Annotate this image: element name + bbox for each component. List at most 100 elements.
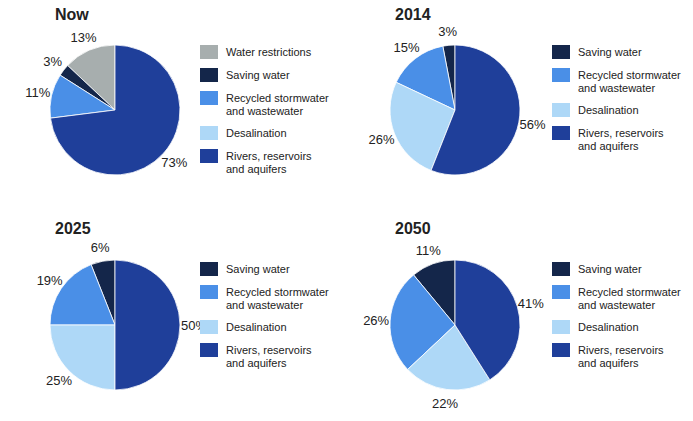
data-label: 26% xyxy=(369,132,395,147)
legend-swatch xyxy=(552,320,570,334)
legend-swatch xyxy=(552,262,570,276)
slices xyxy=(390,45,520,175)
pie-chart: 2014 3% 15% 26% 56% Saving water Recycled stor… xyxy=(369,6,682,175)
data-label: 3% xyxy=(438,24,457,39)
legend-label-line: Water restrictions xyxy=(226,46,312,58)
legend: Water restrictions Saving water Recycled s… xyxy=(200,45,329,175)
legend-label-line: Saving water xyxy=(578,46,642,58)
legend-label: Desalination xyxy=(226,127,287,139)
pie-chart: 2050 11%26%22%41% Saving water Recycled sto… xyxy=(363,220,681,411)
data-label: 11% xyxy=(25,85,50,100)
data-label: 41% xyxy=(518,296,544,311)
chart-title: 2014 xyxy=(395,6,431,23)
legend-label-line: and wastewater xyxy=(226,105,303,117)
legend-item: Rivers, reservoirsand aquifers xyxy=(200,343,312,369)
legend-item: Desalination xyxy=(200,320,287,334)
legend-label-line: Desalination xyxy=(226,127,287,139)
legend-label-line: and wastewater xyxy=(578,82,655,94)
data-label: 11% xyxy=(416,243,441,258)
legend-item: Recycled stormwaterand wastewater xyxy=(200,91,329,117)
chart-title: 2050 xyxy=(395,220,431,237)
legend-label: Recycled stormwaterand wastewater xyxy=(226,286,329,311)
pie-chart: 20256%19%25%50%Saving waterRecycled stor… xyxy=(37,220,329,390)
legend-label-line: and wastewater xyxy=(226,299,303,311)
legend-swatch xyxy=(200,45,218,59)
legend: Saving water Recycled stormwaterand waste… xyxy=(552,45,681,152)
legend-label-line: Rivers, reservoirs xyxy=(578,344,664,356)
legend-item: Water restrictions xyxy=(200,45,312,59)
legend-label-line: Recycled stormwater xyxy=(226,286,329,298)
legend-label: Rivers, reservoirsand aquifers xyxy=(226,150,312,175)
legend-label-line: Saving water xyxy=(578,263,642,275)
legend-item: Saving water xyxy=(200,68,290,82)
legend-label: Recycled stormwaterand wastewater xyxy=(226,92,329,117)
legend-label: Desalination xyxy=(226,321,287,333)
pie-chart: Now 13% 3% 11% 73% Water restrictions Saving w… xyxy=(25,6,329,175)
data-label: 56% xyxy=(520,117,546,132)
legend-label-line: and aquifers xyxy=(226,357,287,369)
data-labels: 11%26%22%41% xyxy=(363,243,544,411)
legend-label-line: Rivers, reservoirs xyxy=(226,150,312,162)
legend-swatch xyxy=(200,285,218,299)
pie-slice xyxy=(431,45,520,175)
legend-item: Rivers, reservoirsand aquifers xyxy=(552,126,664,152)
legend-swatch xyxy=(200,91,218,105)
pie-slice xyxy=(455,260,520,380)
legend-label: Recycled stormwaterand wastewater xyxy=(578,69,681,94)
legend-swatch xyxy=(552,45,570,59)
legend-item: Recycled stormwaterand wastewater xyxy=(552,68,681,94)
legend-swatch xyxy=(200,320,218,334)
legend-label: Rivers, reservoirsand aquifers xyxy=(578,344,664,369)
data-label: 3% xyxy=(43,54,62,69)
legend-label-line: and aquifers xyxy=(578,357,639,369)
data-label: 73% xyxy=(161,155,187,170)
legend-swatch xyxy=(552,103,570,117)
chart-title: 2025 xyxy=(55,220,91,237)
legend: Saving water Recycled stormwaterand waste… xyxy=(200,262,329,369)
legend-swatch xyxy=(200,149,218,163)
legend-item: Desalination xyxy=(552,103,639,117)
legend-label: Water restrictions xyxy=(226,46,312,58)
data-label: 6% xyxy=(91,240,110,255)
legend-swatch xyxy=(552,285,570,299)
data-label: 25% xyxy=(46,373,72,388)
legend-swatch xyxy=(200,262,218,276)
pie-slice xyxy=(115,260,180,390)
legend-swatch xyxy=(552,343,570,357)
legend-label: Saving water xyxy=(578,263,642,275)
legend-item: Desalination xyxy=(552,320,639,334)
data-labels: 3% 15% 26% 56% xyxy=(369,24,547,147)
legend-label: Recycled stormwaterand wastewater xyxy=(578,286,681,311)
legend: Saving water Recycled stormwaterand waste… xyxy=(552,262,681,369)
legend-item: Saving water xyxy=(200,262,290,276)
legend-item: Saving water xyxy=(552,45,642,59)
legend-label: Rivers, reservoirsand aquifers xyxy=(578,127,664,152)
data-labels: 13% 3% 11% 73% xyxy=(25,30,187,170)
legend-item: Desalination xyxy=(200,126,287,140)
legend-label-line: Saving water xyxy=(226,69,290,81)
legend-label-line: Desalination xyxy=(226,321,287,333)
legend-label-line: Saving water xyxy=(226,263,290,275)
legend-label: Saving water xyxy=(226,263,290,275)
chart-title: Now xyxy=(55,6,89,23)
legend-label-line: Desalination xyxy=(578,321,639,333)
legend-label-line: Recycled stormwater xyxy=(578,69,681,81)
data-label: 13% xyxy=(71,30,97,45)
legend-label-line: Desalination xyxy=(578,104,639,116)
legend-label: Saving water xyxy=(226,69,290,81)
slices xyxy=(50,260,180,390)
legend-label: Desalination xyxy=(578,321,639,333)
data-labels: 6%19%25%50% xyxy=(37,240,208,388)
data-label: 19% xyxy=(37,273,63,288)
legend-item: Rivers, reservoirsand aquifers xyxy=(200,149,312,175)
data-label: 15% xyxy=(394,40,420,55)
legend-label-line: Rivers, reservoirs xyxy=(578,127,664,139)
legend-label: Desalination xyxy=(578,104,639,116)
legend-label-line: Recycled stormwater xyxy=(226,92,329,104)
legend-swatch xyxy=(552,68,570,82)
legend-swatch xyxy=(552,126,570,140)
legend-item: Recycled stormwaterand wastewater xyxy=(552,285,681,311)
legend-item: Rivers, reservoirsand aquifers xyxy=(552,343,664,369)
legend-swatch xyxy=(200,126,218,140)
legend-label: Saving water xyxy=(578,46,642,58)
